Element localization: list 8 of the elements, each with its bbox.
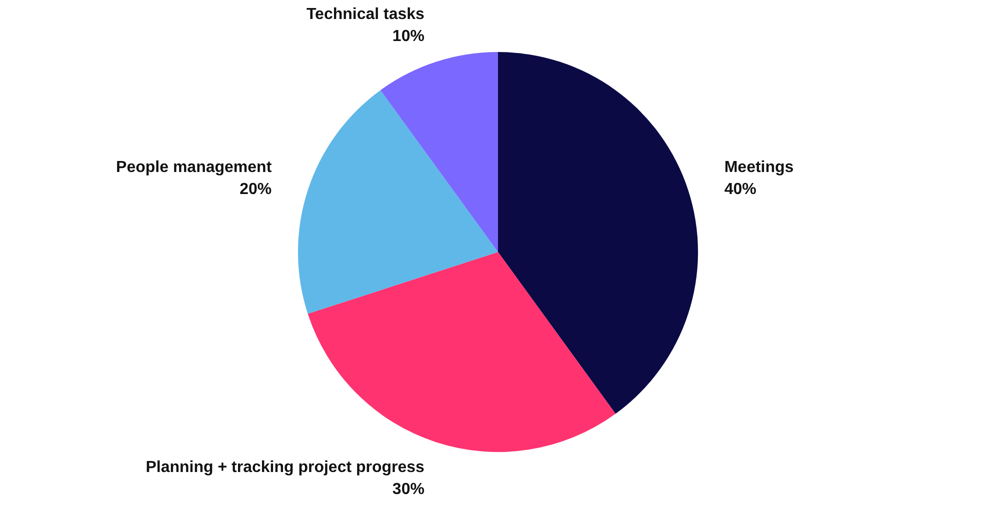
slice-label: Meetings <box>724 158 794 176</box>
data-label: 10% <box>392 28 424 46</box>
slice-label: People management <box>116 158 272 176</box>
data-label: 20% <box>240 180 272 198</box>
data-label: 30% <box>392 480 424 498</box>
slice-label: Planning + tracking project progress <box>146 458 425 476</box>
slice-label: Technical tasks <box>306 6 425 24</box>
data-label: 40% <box>724 180 756 198</box>
